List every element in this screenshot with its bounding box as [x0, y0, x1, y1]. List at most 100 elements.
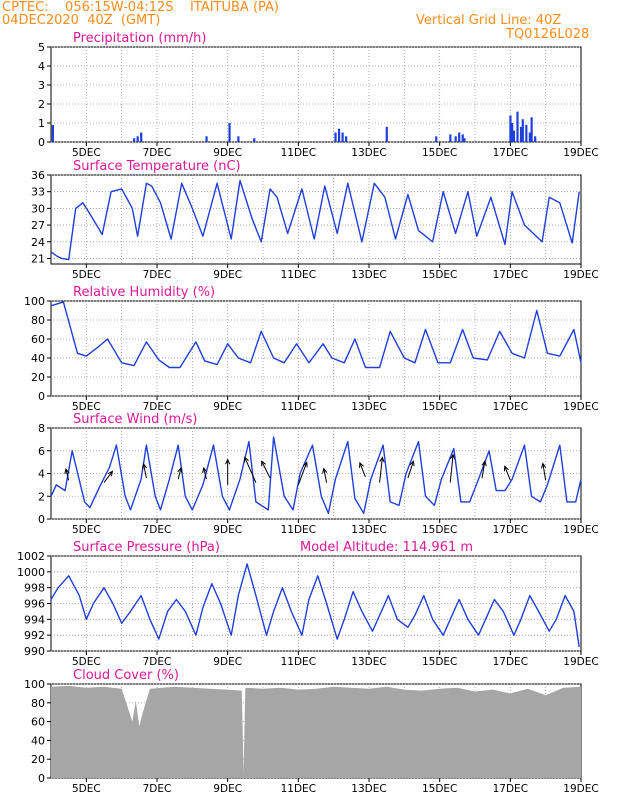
wind-vector: [481, 461, 486, 479]
temperature-title: Surface Temperature (nC): [73, 159, 241, 174]
y-tick-label: 2: [38, 490, 45, 503]
x-tick-label: 11DEC: [281, 783, 316, 795]
precipitation-title: Precipitation (mm/h): [73, 31, 206, 46]
temperature-line: [50, 179, 580, 261]
y-tick-label: 5: [38, 41, 45, 54]
humidity-line: [50, 301, 582, 369]
precip-bar: [341, 132, 344, 142]
y-tick-label: 1: [38, 117, 45, 130]
header-vertical-grid: Vertical Grid Line: 40Z: [416, 13, 562, 28]
x-tick-label: 11DEC: [281, 269, 316, 281]
x-tick-label: 15DEC: [422, 147, 457, 159]
x-tick-label: 17DEC: [493, 401, 528, 413]
wind-vector-head: [409, 460, 415, 467]
y-tick-label: 998: [24, 582, 45, 595]
x-tick-label: 19DEC: [563, 656, 598, 668]
precip-bar: [334, 132, 337, 142]
x-tick-label: 7DEC: [143, 524, 172, 536]
precip-bar: [454, 136, 457, 142]
x-tick-label: 17DEC: [493, 783, 528, 795]
x-tick-label: 5DEC: [72, 783, 101, 795]
wind-vector-head: [540, 462, 547, 469]
header-location: CPTEC: 056:15W-04:12S ITAITUBA (PA): [2, 0, 279, 15]
wind-panel: Surface Wind (m/s) 0 2 4 6 8 5DEC 7DEC 9DEC 11DEC…: [38, 412, 599, 536]
precip-bar: [528, 132, 531, 142]
wind-vector: [542, 463, 547, 481]
x-tick-label: 9DEC: [213, 783, 242, 795]
x-tick-label: 19DEC: [563, 783, 598, 795]
precip-bar: [337, 128, 341, 142]
precip-bar: [521, 119, 524, 142]
x-tick-label: 15DEC: [422, 656, 457, 668]
wind-vector-head: [141, 462, 148, 470]
x-tick-label: 13DEC: [351, 783, 386, 795]
wind-vector: [359, 462, 366, 478]
precip-bar: [463, 138, 466, 142]
precip-bar: [385, 126, 388, 142]
header-code: TQ0126L028: [506, 27, 590, 42]
x-tick-label: 7DEC: [143, 269, 172, 281]
y-tick-label: 4: [38, 60, 45, 73]
y-tick-label: 100: [24, 295, 45, 308]
y-tick-label: 6: [38, 445, 45, 458]
wind-vector: [407, 461, 414, 479]
x-tick-label: 9DEC: [213, 524, 242, 536]
y-tick-label: 100: [24, 678, 45, 691]
wind-title: Surface Wind (m/s): [73, 412, 197, 427]
x-tick-label: 7DEC: [143, 147, 172, 159]
x-tick-label: 19DEC: [563, 401, 598, 413]
y-tick-label: 40: [31, 734, 45, 747]
precip-bar: [458, 132, 461, 142]
x-tick-label: 13DEC: [351, 401, 386, 413]
wind-vector-head: [359, 461, 364, 468]
x-tick-label: 15DEC: [422, 401, 457, 413]
precip-bar: [228, 123, 231, 142]
x-tick-label: 17DEC: [493, 147, 528, 159]
humidity-title: Relative Humidity (%): [73, 285, 215, 300]
y-tick-label: 994: [24, 613, 45, 626]
wind-vector-head: [177, 466, 183, 473]
precip-bar: [253, 138, 256, 142]
header-date: 04DEC2020 40Z (GMT): [2, 13, 161, 28]
y-tick-label: 20: [31, 371, 45, 384]
y-tick-label: 2: [38, 98, 45, 111]
x-tick-label: 11DEC: [281, 401, 316, 413]
wind-vector-head: [225, 458, 231, 465]
y-tick-label: 992: [24, 629, 45, 642]
wind-vector: [379, 457, 383, 483]
x-tick-label: 19DEC: [563, 147, 598, 159]
precip-bar: [511, 123, 514, 142]
cloud-cover-panel: Cloud Cover (%) 0 20 40 60 80 100 5DEC 7DEC 9DEC 1…: [24, 668, 599, 795]
precip-bar: [509, 115, 512, 142]
wind-vector-head: [107, 470, 114, 477]
cloud-cover-area: [51, 685, 581, 778]
y-tick-label: 60: [31, 716, 45, 729]
y-tick-label: 3: [38, 79, 45, 92]
y-tick-label: 80: [31, 314, 45, 327]
wind-vector-head: [244, 456, 249, 463]
x-tick-label: 17DEC: [493, 269, 528, 281]
x-tick-label: 5DEC: [72, 401, 101, 413]
x-tick-label: 13DEC: [351, 656, 386, 668]
wind-vector: [244, 457, 257, 483]
y-tick-label: 30: [31, 202, 45, 215]
wind-vector: [504, 466, 511, 481]
y-tick-label: 80: [31, 697, 45, 710]
x-tick-label: 5DEC: [72, 147, 101, 159]
y-tick-label: 21: [31, 252, 45, 265]
x-tick-label: 7DEC: [143, 656, 172, 668]
wind-vector-head: [481, 460, 487, 467]
x-tick-label: 5DEC: [72, 524, 101, 536]
x-tick-label: 11DEC: [281, 147, 316, 159]
x-tick-label: 9DEC: [213, 269, 242, 281]
y-tick-label: 20: [31, 753, 45, 766]
wind-vector: [261, 461, 271, 479]
x-tick-label: 15DEC: [422, 524, 457, 536]
precipitation-panel: Precipitation (mm/h) 0 1 2 3 4 5 5DEC 7DEC 9DEC 11…: [38, 31, 599, 159]
precip-bar: [534, 136, 537, 142]
wind-vector: [143, 463, 147, 479]
x-tick-label: 19DEC: [563, 269, 598, 281]
temperature-frame: [50, 174, 582, 265]
precip-bar: [512, 130, 516, 142]
precip-bar: [133, 138, 136, 142]
